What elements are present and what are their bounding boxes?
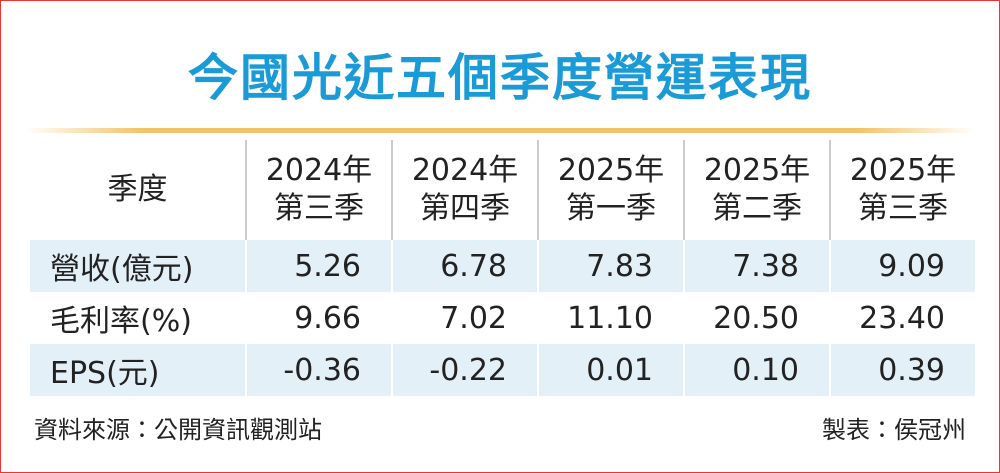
value-cell: 7.38 [683,240,829,292]
value-cell: 5.26 [245,240,391,292]
header-cell: 2025年 第二季 [683,140,829,240]
header-cell: 季度 [107,172,168,207]
header-cell: 2025年 第一季 [537,140,683,240]
header-quarter: 第四季 [420,191,510,226]
header-cell: 2025年 第三季 [829,140,975,240]
value-cell: 9.66 [245,292,391,344]
value-cell: 23.40 [829,292,975,344]
header-quarter: 第一季 [566,191,656,226]
value-cell: 7.02 [391,292,537,344]
value-cell: 0.01 [537,344,683,396]
value-cell: 7.83 [537,240,683,292]
value-cell: 9.09 [829,240,975,292]
title-rule [25,128,975,133]
row-label: 營收(億元) [30,240,245,292]
header-quarter: 第三季 [274,191,364,226]
value-cell: 0.10 [683,344,829,396]
value-cell: 0.39 [829,344,975,396]
row-label: EPS(元) [30,344,245,396]
value-cell: 11.10 [537,292,683,344]
title: 今國光近五個季度營運表現 [188,49,812,107]
header-year: 2024年 [411,153,519,188]
header-quarter: 第二季 [712,191,802,226]
author: 製表：侯冠州 [822,416,966,444]
value-cell: 20.50 [683,292,829,344]
source: 資料來源：公開資訊觀測站 [34,416,322,444]
header-cell: 2024年 第四季 [391,140,537,240]
value-cell: -0.36 [245,344,391,396]
header-cell: 2024年 第三季 [245,140,391,240]
value-cell: -0.22 [391,344,537,396]
header-year: 2025年 [557,153,665,188]
header-year: 2025年 [703,153,811,188]
table: 季度 2024年 第三季 2024年 第四季 2025年 第一季 2025年 第二季 2025年第… [30,140,975,396]
header-year: 2024年 [265,153,373,188]
header-year: 2025年 [849,153,957,188]
value-cell: 6.78 [391,240,537,292]
header-quarter: 第三季 [858,191,948,226]
row-label: 毛利率(%) [50,304,192,339]
